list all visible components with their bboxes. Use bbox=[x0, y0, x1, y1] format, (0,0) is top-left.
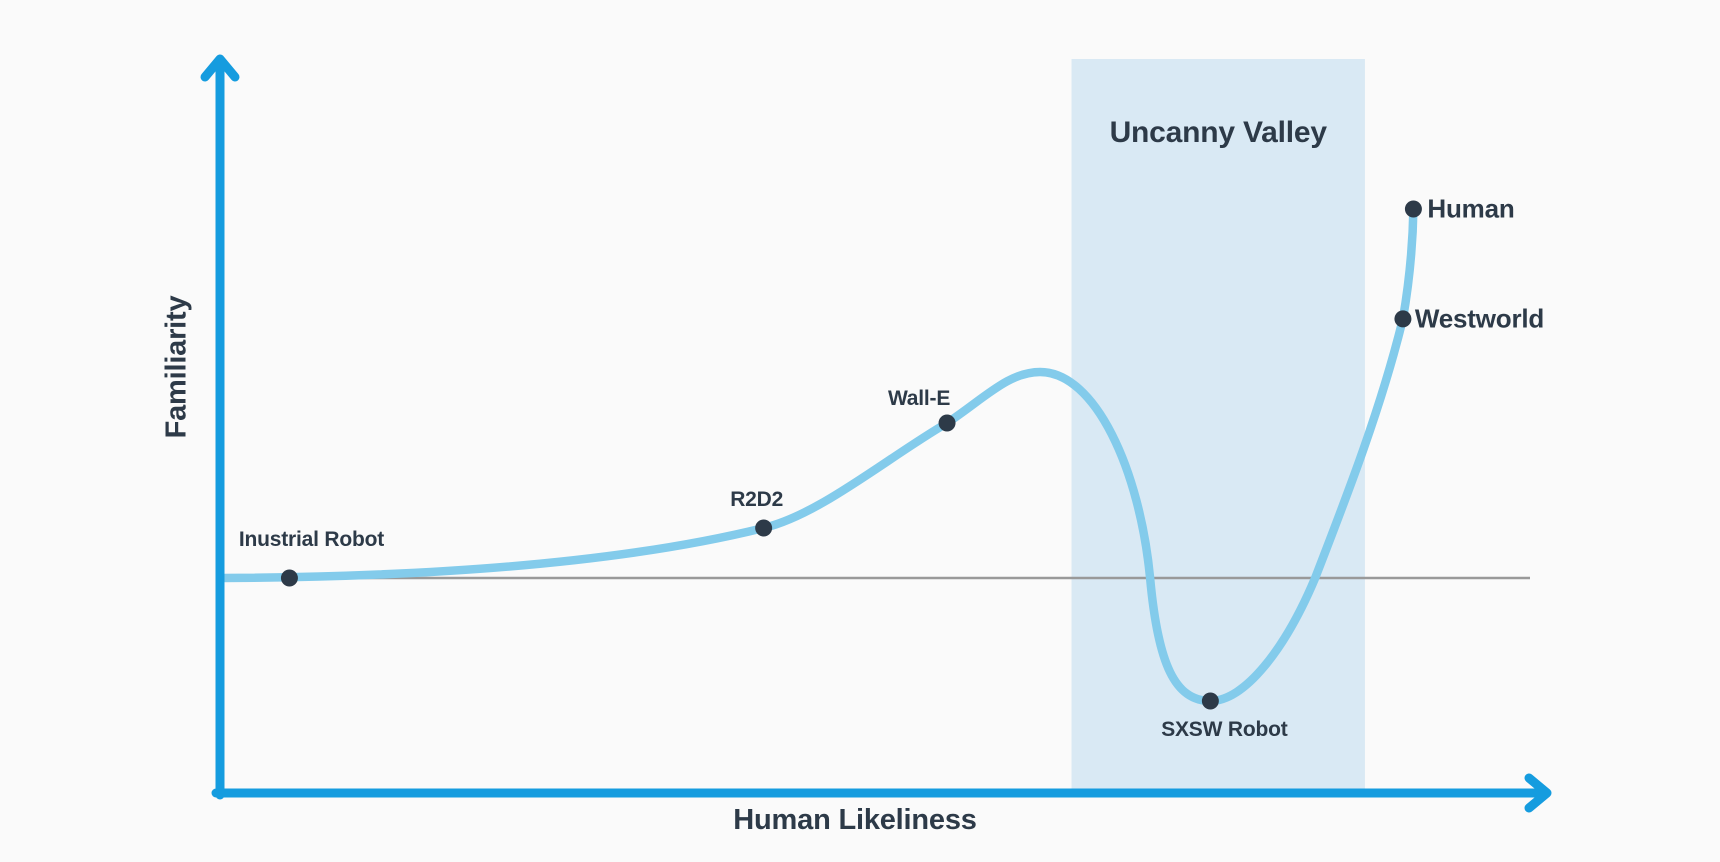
y-axis-arrowhead-icon bbox=[200, 54, 240, 82]
point-r2d2 bbox=[755, 519, 773, 537]
point-westworld bbox=[1394, 310, 1412, 328]
uncanny-valley-region-label: Uncanny Valley bbox=[1109, 116, 1328, 149]
point-label-sxsw-robot: SXSW Robot bbox=[1161, 718, 1288, 741]
point-label-westworld: Westworld bbox=[1414, 303, 1545, 334]
x-axis-label: Human Likeliness bbox=[733, 804, 977, 836]
point-label-human: Human bbox=[1427, 193, 1515, 224]
point-wall-e bbox=[938, 414, 956, 432]
point-sxsw-robot bbox=[1201, 692, 1219, 710]
familiarity-curve bbox=[217, 204, 1418, 706]
point-inustrial-robot bbox=[280, 569, 298, 587]
point-label-r2d2: R2D2 bbox=[730, 487, 784, 511]
uncanny-valley-band bbox=[1071, 59, 1365, 793]
point-human bbox=[1404, 200, 1422, 218]
y-axis-label: Familiarity bbox=[160, 295, 193, 439]
x-axis-arrowhead-icon bbox=[1524, 773, 1552, 813]
point-label-wall-e: Wall-E bbox=[887, 387, 951, 411]
point-label-inustrial-robot: Inustrial Robot bbox=[238, 528, 385, 551]
